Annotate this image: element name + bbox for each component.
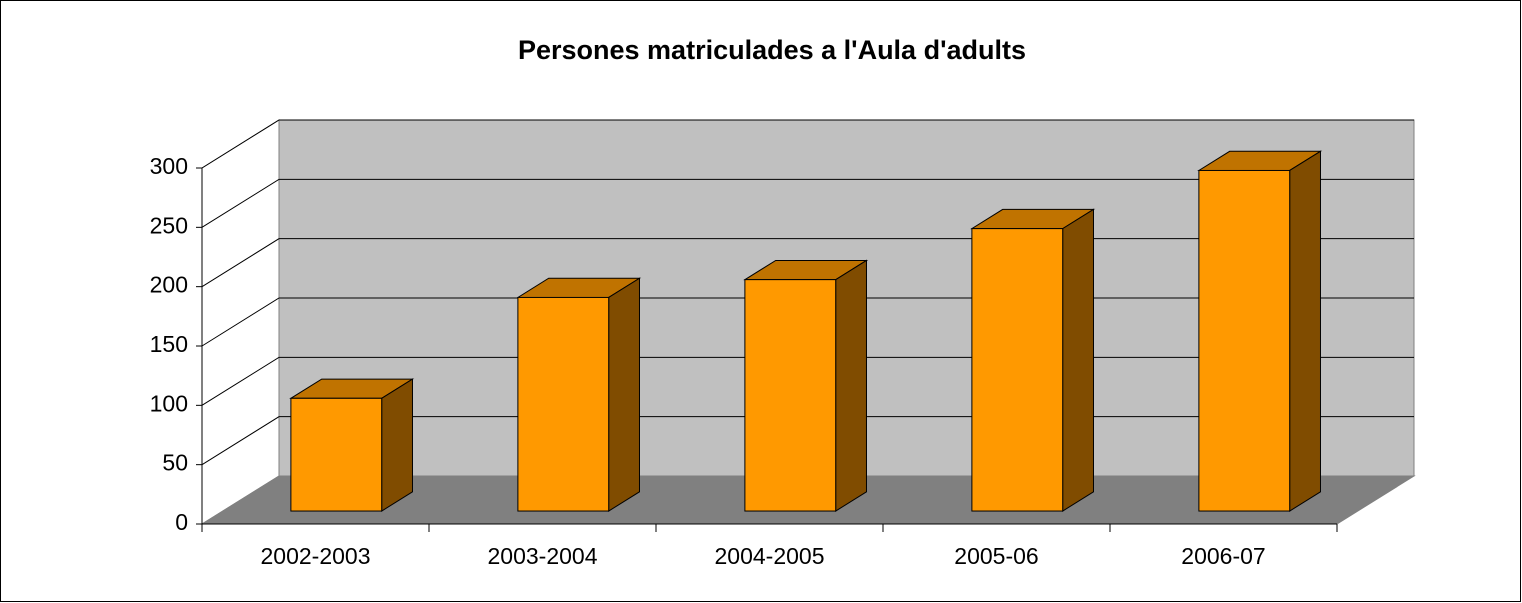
- bar-side: [381, 378, 413, 512]
- x-tick-label: 2006-07: [1181, 543, 1265, 569]
- grid-line: [201, 119, 1414, 169]
- y-tick-label: 50: [162, 450, 188, 476]
- bar: [1198, 169, 1291, 512]
- chart-title: Persones matriculades a l'Aula d'adults: [518, 35, 1026, 65]
- bar: [971, 228, 1064, 512]
- grid-line: [201, 178, 1414, 228]
- y-tick-label: 300: [150, 153, 188, 179]
- bar: [744, 279, 837, 512]
- y-tick-label: 0: [175, 509, 188, 535]
- bar: [290, 397, 383, 512]
- x-tick-label: 2005-06: [954, 543, 1038, 569]
- bar-side: [1062, 208, 1094, 512]
- x-tick-label: 2004-2005: [715, 543, 825, 569]
- bar-side: [1289, 150, 1321, 512]
- bar: [517, 296, 610, 512]
- x-tick-label: 2003-2004: [488, 543, 598, 569]
- x-tick-label: 2002-2003: [261, 543, 371, 569]
- bar-side: [835, 259, 867, 512]
- bar-side: [608, 277, 640, 512]
- y-tick-label: 250: [150, 212, 188, 238]
- y-tick-label: 200: [150, 272, 188, 298]
- y-tick-label: 150: [150, 331, 188, 357]
- y-tick-label: 100: [150, 390, 188, 416]
